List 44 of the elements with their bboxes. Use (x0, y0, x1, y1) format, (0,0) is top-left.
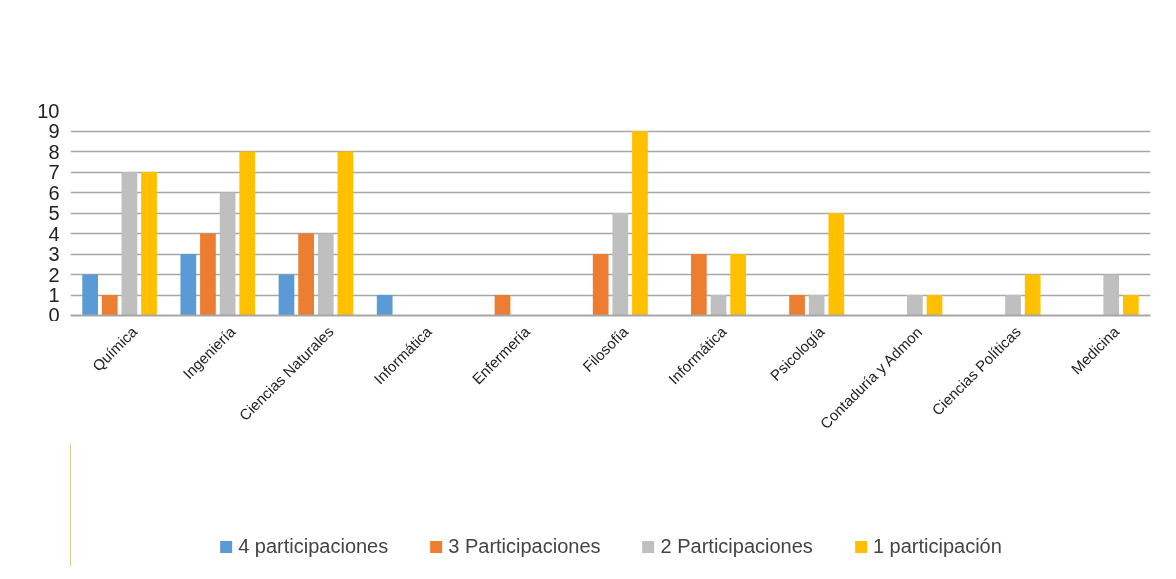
bar (907, 295, 923, 316)
legend-label: 2 Participaciones (660, 535, 813, 558)
bar (219, 192, 236, 316)
bar (101, 295, 118, 316)
bar (376, 295, 393, 316)
bar (494, 295, 511, 316)
bar (612, 213, 629, 316)
bar (121, 172, 138, 316)
legend-label: 4 participaciones (238, 535, 389, 558)
bar (239, 151, 256, 316)
y-tick-label: 3 (48, 243, 60, 265)
bar (1005, 295, 1021, 316)
bar (808, 295, 825, 316)
y-tick-label: 6 (48, 181, 60, 204)
bar (632, 131, 648, 316)
bar (82, 274, 98, 316)
bar (180, 254, 197, 316)
y-tick-label: 1 (48, 284, 60, 306)
bar (710, 295, 727, 316)
bar (789, 295, 805, 316)
bar (1123, 295, 1139, 316)
bar (200, 233, 216, 316)
bar (278, 274, 295, 316)
bar (1024, 274, 1041, 316)
bar (691, 254, 707, 316)
bar (592, 254, 609, 316)
y-tick-label: 7 (48, 161, 60, 183)
bar (1103, 274, 1120, 316)
y-tick-label: 2 (48, 263, 60, 286)
y-tick-label: 5 (48, 202, 60, 224)
y-tick-label: 4 (48, 222, 60, 245)
bar (828, 213, 845, 316)
y-tick-label: 8 (48, 140, 60, 163)
bar (926, 295, 943, 316)
bar (730, 254, 746, 316)
y-tick-label: 9 (48, 120, 60, 142)
bar (317, 233, 334, 316)
bar (298, 233, 314, 316)
y-tick-label: 0 (48, 303, 60, 326)
bar (141, 172, 157, 316)
bar (337, 151, 354, 316)
y-tick-label: 10 (37, 99, 60, 122)
legend-label: 3 Participaciones (448, 535, 601, 558)
legend-label: 1 participación (872, 535, 1002, 558)
